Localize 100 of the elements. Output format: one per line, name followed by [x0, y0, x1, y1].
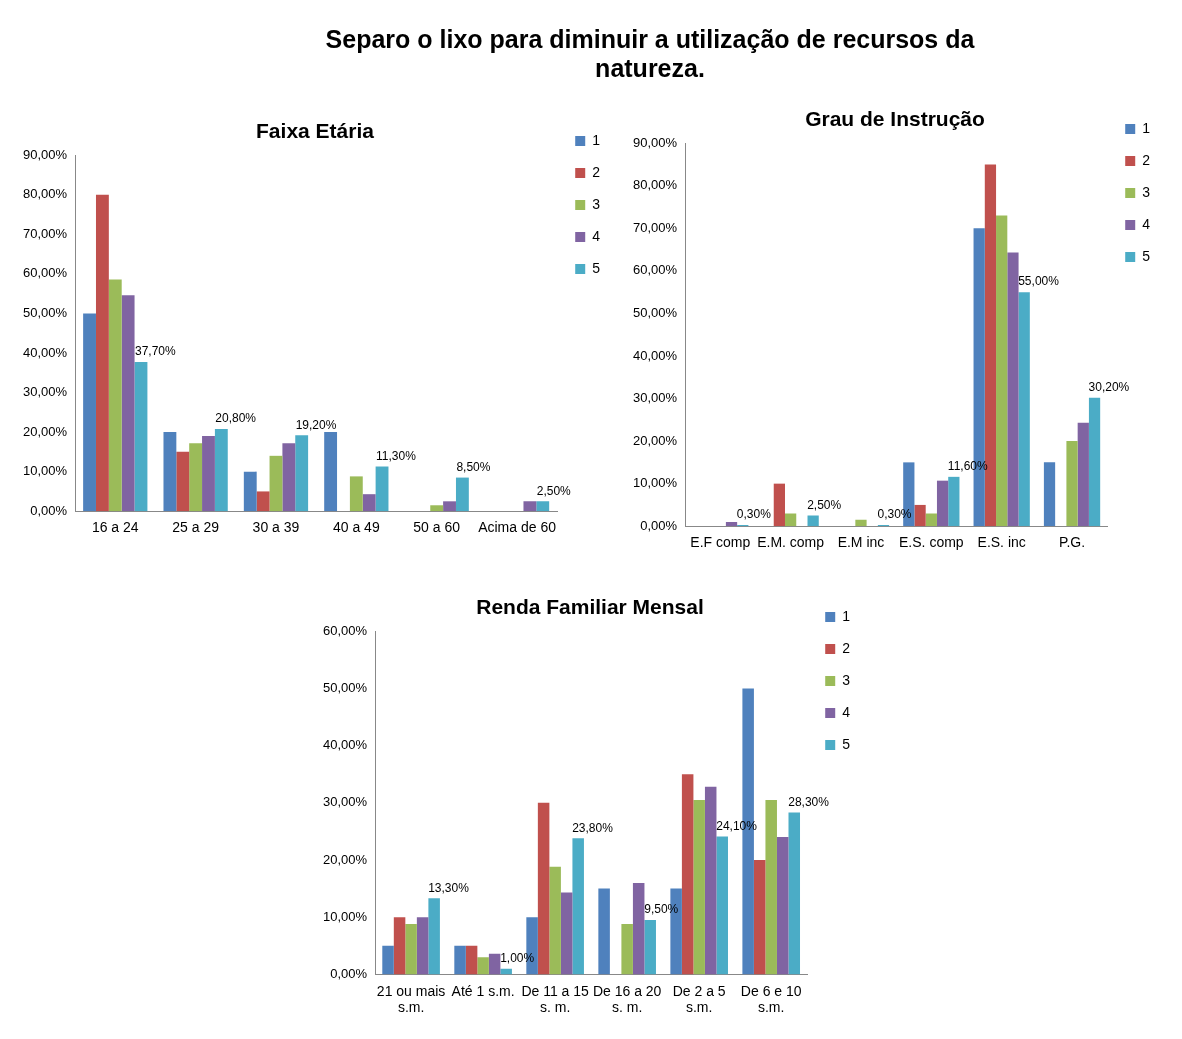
bar [443, 501, 456, 512]
bar [454, 945, 466, 975]
bar [95, 194, 109, 512]
bar [1077, 422, 1089, 527]
y-tick-label: 50,00% [23, 305, 68, 320]
bar [693, 799, 705, 975]
bar [776, 837, 789, 975]
bar [784, 513, 797, 527]
x-tick-label: De 16 a 20 s. m. [592, 982, 662, 1016]
bar [121, 295, 135, 512]
y-tick-label: 0,00% [640, 517, 678, 533]
legend-label: 4 [1142, 215, 1151, 232]
data-label: 0,30% [736, 507, 772, 522]
bar [537, 802, 550, 975]
legend-label: 4 [592, 227, 601, 244]
bar [549, 866, 561, 975]
bar [948, 476, 960, 527]
bar [488, 953, 501, 975]
bar [936, 480, 949, 527]
bar [295, 435, 309, 512]
x-tick-label: P.G. [1058, 534, 1086, 551]
legend-label: 3 [1142, 183, 1151, 200]
y-tick-label: 50,00% [323, 679, 368, 695]
bar [163, 432, 177, 512]
bar [621, 924, 633, 975]
bar [189, 443, 203, 512]
legend-label: 1 [592, 131, 601, 148]
bar [1088, 397, 1101, 527]
x-tick-label: De 6 e 10 s.m. [740, 982, 802, 1016]
y-tick-label: 0,00% [30, 502, 68, 518]
x-tick-label: E.M. comp [757, 534, 825, 551]
bar [202, 436, 215, 512]
data-label: 23,80% [572, 820, 614, 835]
y-tick-label: 90,00% [633, 134, 678, 150]
bar [362, 494, 376, 512]
legend-label: 1 [842, 607, 851, 624]
bar [214, 428, 228, 512]
chart-title: Faixa Etária [256, 119, 375, 143]
data-label: 30,20% [1088, 379, 1130, 394]
y-tick-label: 50,00% [633, 305, 678, 320]
bar [914, 504, 926, 527]
bar [108, 279, 122, 512]
data-label: 8,50% [456, 459, 491, 474]
bar [393, 917, 406, 975]
bar [704, 786, 717, 975]
y-tick-label: 80,00% [23, 186, 68, 202]
legend-label: 1 [1142, 119, 1151, 136]
data-label: 2,50% [536, 483, 572, 498]
bar [598, 888, 610, 975]
y-tick-label: 20,00% [23, 423, 68, 439]
bar [632, 882, 645, 975]
bar [375, 466, 389, 512]
legend-label: 5 [592, 259, 601, 276]
bar [996, 215, 1008, 527]
x-tick-label: 50 a 60 [413, 519, 461, 536]
x-tick-label: Acima de 60 [478, 519, 557, 536]
bar [1066, 441, 1078, 527]
bar [1043, 462, 1056, 527]
y-tick-label: 60,00% [633, 262, 678, 278]
bar [430, 505, 444, 512]
x-tick-label: E.M inc [837, 534, 885, 551]
bar [765, 799, 777, 975]
bar [716, 836, 728, 975]
bar [681, 774, 694, 975]
x-tick-label: 30 a 39 [252, 519, 300, 536]
legend-label: 3 [842, 671, 851, 688]
y-tick-label: 20,00% [633, 432, 678, 448]
bar [925, 513, 937, 527]
data-label: 20,80% [215, 411, 257, 426]
data-label: 55,00% [1018, 274, 1060, 289]
y-tick-label: 40,00% [23, 344, 68, 360]
y-tick-label: 90,00% [23, 146, 68, 162]
bar [134, 362, 148, 512]
y-tick-label: 80,00% [633, 177, 678, 193]
bar [725, 521, 738, 527]
bar [1018, 292, 1030, 527]
bar [282, 443, 296, 512]
y-tick-label: 10,00% [23, 463, 68, 479]
x-tick-label: 40 a 49 [332, 519, 380, 536]
y-tick-label: 10,00% [633, 475, 678, 491]
bar [560, 892, 573, 975]
chart-title: Grau de Instrução [805, 107, 985, 131]
bar [807, 515, 819, 527]
y-tick-label: 60,00% [23, 265, 68, 281]
bar [349, 476, 363, 512]
data-label: 28,30% [788, 794, 830, 809]
y-tick-label: 30,00% [23, 384, 68, 400]
y-tick-label: 30,00% [323, 794, 368, 810]
x-tick-label: 16 a 24 [91, 519, 139, 536]
x-tick-label: 25 a 29 [172, 519, 220, 536]
bar [428, 898, 440, 975]
legend-label: 3 [592, 195, 601, 212]
x-tick-label: 21 ou mais s.m. [376, 982, 446, 1016]
bar [243, 471, 257, 512]
y-tick-label: 30,00% [633, 390, 678, 406]
bar [753, 860, 766, 975]
legend-label: 2 [1142, 151, 1151, 168]
bar [176, 451, 190, 512]
x-tick-label: De 11 a 15 s. m. [521, 982, 590, 1016]
bar [324, 432, 338, 512]
